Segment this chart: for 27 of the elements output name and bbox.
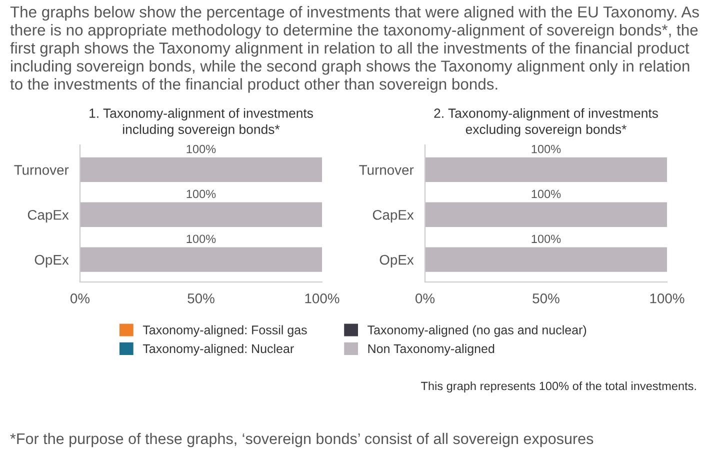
legend-label: Taxonomy-aligned (no gas and nuclear) — [368, 325, 586, 337]
data-label: 100% — [186, 190, 216, 198]
y-tick-label: OpEx — [34, 254, 69, 268]
text: This graph represents 100% of the total investments. — [421, 381, 696, 393]
x-tick-label: 50% — [532, 293, 560, 304]
data-label: 100% — [532, 190, 561, 198]
data-label: 100% — [186, 234, 216, 244]
y-tick-label: Turnover — [14, 165, 69, 175]
data-label: 100% — [532, 234, 561, 244]
x-tick-label: 100% — [305, 293, 340, 304]
text: The graphs below show the percentage of investments that were aligned with the EU Taxonomy. As there is no appropriate methodology to determine the taxonomy-alignment of sovereign bonds*, the first graph shows the Taxonomy alignment in relation to all the investments of the financial product including sovereign bonds, while the second graph shows the Taxonomy alignment only in relation to the investments of the financial product other than sovereign bonds. — [10, 6, 699, 93]
legend-label: Taxonomy-aligned: Fossil gas — [142, 325, 307, 337]
y-tick-label: CapEx — [28, 210, 69, 223]
chart-title: 2. Taxonomy-alignment of investments excluding sovereign bonds* — [434, 108, 658, 137]
legend-label: Taxonomy-aligned: Nuclear — [142, 344, 294, 356]
x-tick-label: 50% — [188, 293, 214, 304]
x-tick-label: 0% — [416, 293, 435, 304]
legend-label: Non Taxonomy-aligned — [368, 344, 494, 356]
x-tick-label: 0% — [70, 293, 90, 304]
y-tick-label: OpEx — [380, 254, 414, 268]
data-label: 100% — [532, 144, 561, 154]
text: *For the purpose of these graphs, ‘sovereign bonds’ consist of all sovereign exposures — [10, 432, 594, 448]
y-tick-label: Turnover — [359, 165, 414, 175]
chart-title: 1. Taxonomy-alignment of investments including sovereign bonds* — [90, 108, 313, 137]
data-label: 100% — [186, 144, 216, 154]
y-tick-label: CapEx — [372, 210, 414, 223]
x-tick-label: 100% — [650, 293, 684, 304]
